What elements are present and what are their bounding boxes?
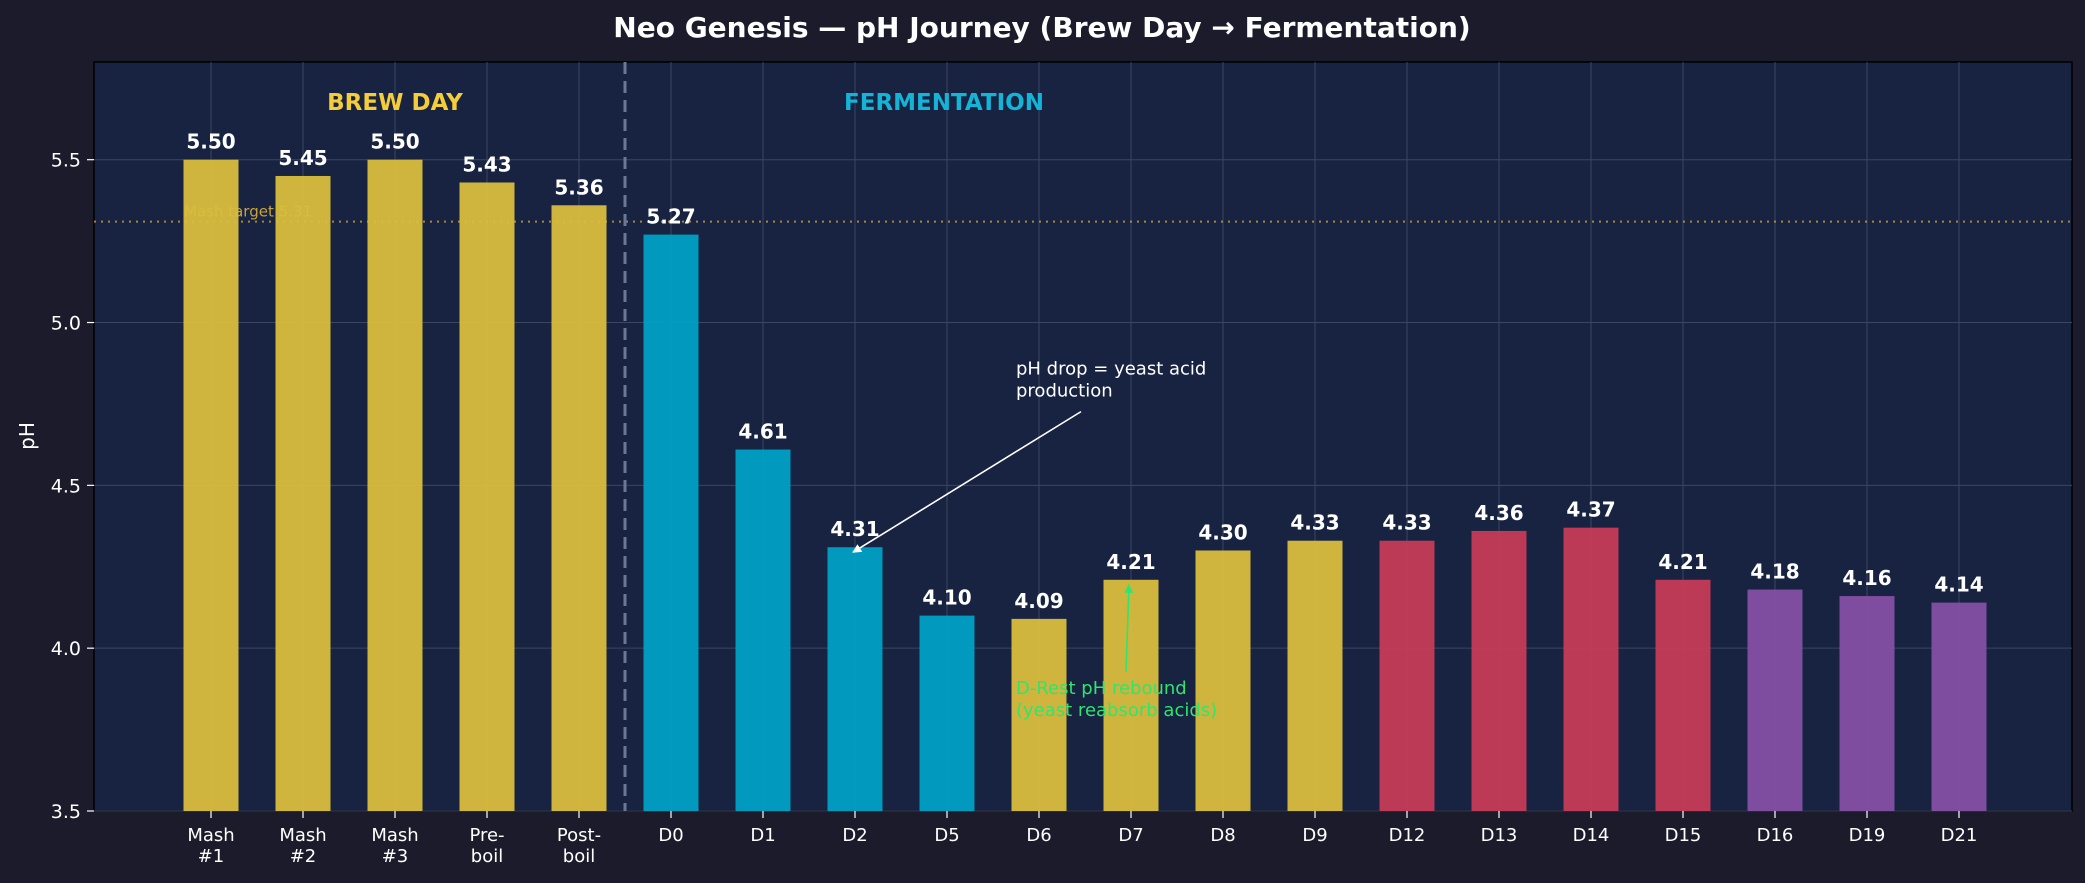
bar: [1011, 618, 1067, 811]
bar-value-label: 5.36: [554, 175, 603, 199]
x-tick-label: D9: [1302, 825, 1327, 846]
bar-value-label: 4.14: [1934, 573, 1983, 597]
phase-label-fermentation: FERMENTATION: [844, 90, 1044, 116]
y-tick-label: 3.5: [51, 801, 81, 823]
annotation-text: (yeast reabsorb acids): [1016, 700, 1217, 721]
x-tick-label: D14: [1573, 825, 1610, 846]
x-tick-label: D15: [1665, 825, 1702, 846]
x-axis: Mash #1 Mash #2 Mash #3 Pre-boil Post-boil D0 D1 D…: [187, 811, 1977, 867]
bar: [919, 615, 975, 811]
bar: [1195, 550, 1251, 811]
y-tick-label: 4.5: [51, 475, 81, 497]
y-axis: 3.5 4.0 4.5 5.0 5.5: [51, 150, 94, 823]
x-tick-label: D0: [658, 825, 683, 846]
value-labels-group: 5.50 5.45 5.50 5.43 5.36 5.27 4.61 4.31 4.10 4.09…: [186, 130, 1983, 613]
x-tick-label: D19: [1849, 825, 1886, 846]
bar-value-label: 5.27: [646, 205, 695, 229]
annotation-arrow: [852, 410, 1082, 553]
annotation-text: pH drop = yeast acid: [1016, 359, 1206, 380]
bar-value-label: 4.21: [1658, 550, 1707, 574]
y-axis-label: pH: [15, 422, 39, 450]
x-tick-label: D1: [750, 825, 775, 846]
chart-title: Neo Genesis — pH Journey (Brew Day → Fer…: [613, 11, 1470, 44]
bar-value-label: 4.18: [1750, 560, 1799, 584]
phase-labels-group: BREW DAY FERMENTATION: [327, 90, 1044, 116]
bar: [367, 159, 423, 811]
bar: [1379, 540, 1435, 811]
x-tick-label: Pre-boil: [469, 825, 504, 867]
bar-value-label: 4.21: [1106, 550, 1155, 574]
bar: [459, 182, 515, 811]
phase-label-brew-day: BREW DAY: [327, 90, 463, 116]
bar: [1655, 579, 1711, 811]
y-tick-label: 5.0: [51, 313, 81, 335]
bar: [1931, 602, 1987, 811]
bar-value-label: 4.37: [1566, 498, 1615, 522]
annotation-text: production: [1016, 381, 1113, 402]
annotation-text: D-Rest pH rebound: [1016, 678, 1187, 699]
x-tick-label: D16: [1757, 825, 1794, 846]
bar-value-label: 4.09: [1014, 589, 1063, 613]
x-tick-label: D6: [1026, 825, 1051, 846]
bar: [1747, 589, 1803, 811]
bar-value-label: 4.33: [1382, 511, 1431, 535]
bar: [275, 175, 331, 811]
bar-value-label: 4.61: [738, 420, 787, 444]
x-tick-label: Post-boil: [557, 825, 601, 867]
x-tick-label: Mash #2: [279, 825, 326, 867]
bar: [1471, 530, 1527, 811]
bar: [643, 234, 699, 812]
x-tick-label: D8: [1210, 825, 1235, 846]
bar-value-label: 5.50: [186, 130, 235, 154]
y-tick-label: 4.0: [51, 638, 81, 660]
bars-group: [183, 159, 1987, 812]
x-tick-label: Mash #3: [371, 825, 418, 867]
bar-value-label: 4.31: [830, 517, 879, 541]
plot-area: [93, 61, 2073, 812]
bar: [735, 449, 791, 811]
bar: [183, 159, 239, 811]
bar-value-label: 5.45: [278, 146, 327, 170]
bar: [1563, 527, 1619, 811]
bar-value-label: 5.43: [462, 152, 511, 176]
bar-value-label: 4.33: [1290, 511, 1339, 535]
bar: [551, 205, 607, 811]
x-tick-label: D21: [1941, 825, 1978, 846]
x-tick-label: D5: [934, 825, 959, 846]
x-tick-label: D7: [1118, 825, 1143, 846]
bar-value-label: 4.10: [922, 586, 971, 610]
annotation-arrow: [1124, 583, 1134, 672]
bar: [827, 547, 883, 811]
bar: [1287, 540, 1343, 811]
x-tick-label: Mash #1: [187, 825, 234, 867]
x-tick-label: D13: [1481, 825, 1518, 846]
y-tick-label: 5.5: [51, 150, 81, 172]
x-tick-label: D2: [842, 825, 867, 846]
bar-value-label: 5.50: [370, 130, 419, 154]
bar: [1103, 579, 1159, 811]
bar-value-label: 4.30: [1198, 520, 1247, 544]
x-tick-label: D12: [1389, 825, 1426, 846]
bar-value-label: 4.36: [1474, 501, 1523, 525]
bar-value-label: 4.16: [1842, 566, 1891, 590]
bar: [1839, 596, 1895, 811]
